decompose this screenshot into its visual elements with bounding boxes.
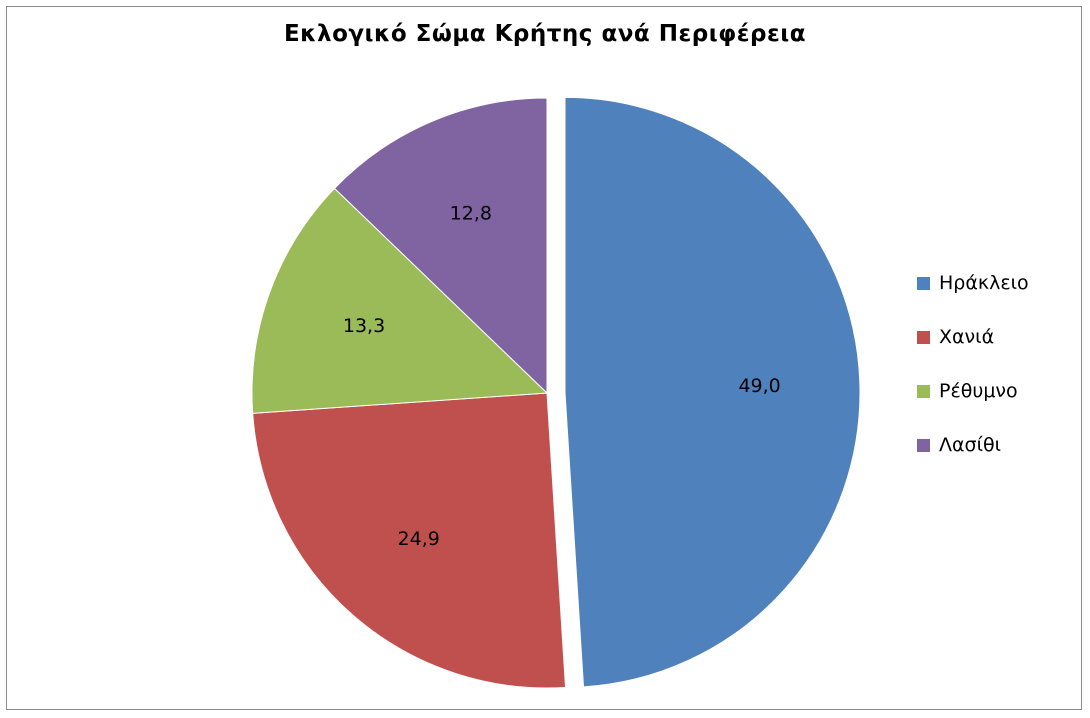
slice-3 [251,187,549,414]
legend-item: Χανιά [917,323,1029,351]
chart-frame: Εκλογικό Σώμα Κρήτης ανά Περιφέρεια 49,0… [6,6,1082,710]
slice-label-3: 13,3 [343,315,385,337]
legend-item: Ηράκλειο [917,269,1029,297]
legend-swatch [917,330,930,344]
chart-title: Εκλογικό Σώμα Κρήτης ανά Περιφέρεια [283,21,807,47]
legend-label: Λασίθι [939,434,1002,456]
slice-1 [564,96,861,688]
legend-label: Ηράκλειο [939,272,1029,294]
slice-label-1: 49,0 [738,375,780,397]
legend-label: Χανιά [939,326,995,348]
legend-swatch [917,438,930,452]
pie-chart: 49,0 24,9 13,3 12,8 [251,96,861,689]
slice-label-2: 24,9 [398,528,440,550]
legend: Ηράκλειο Χανιά Ρέθυμνο Λασίθι [917,269,1029,485]
slice-label-4: 12,8 [450,202,492,224]
legend-label: Ρέθυμνο [939,380,1018,402]
slice-4 [333,97,548,395]
legend-swatch [917,276,930,290]
legend-item: Ρέθυμνο [917,377,1029,405]
legend-item: Λασίθι [917,431,1029,459]
legend-swatch [917,384,930,398]
slice-2 [252,392,567,689]
